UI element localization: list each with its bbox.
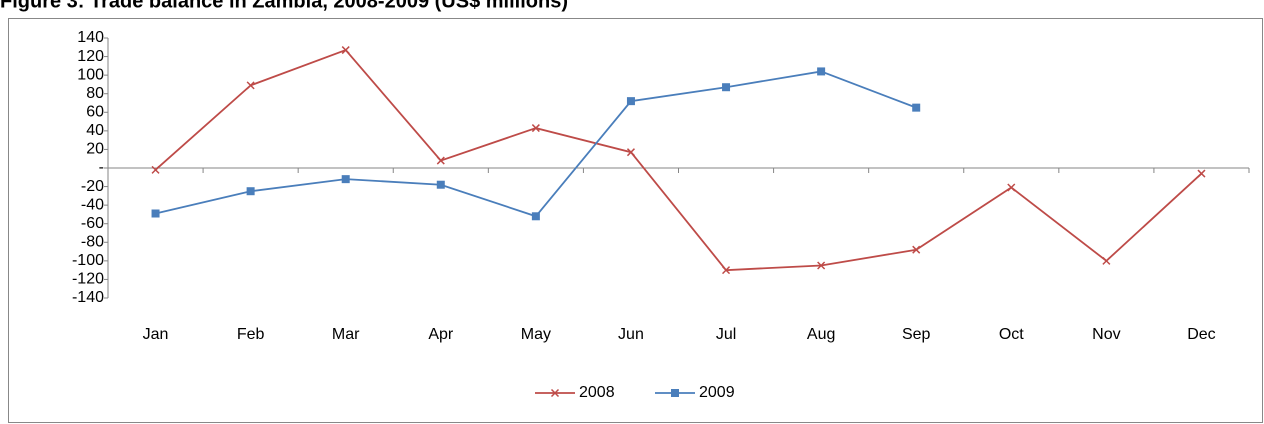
x-tick-label: May xyxy=(521,326,551,343)
x-tick-label: Nov xyxy=(1092,326,1120,343)
x-tick-label: Jun xyxy=(618,326,644,343)
marker xyxy=(550,388,560,398)
y-tick-label: -120 xyxy=(72,271,104,288)
y-tick-label: - xyxy=(99,159,104,176)
marker xyxy=(531,124,540,133)
marker xyxy=(912,103,921,112)
chart-border xyxy=(8,18,1263,423)
marker xyxy=(1102,256,1111,265)
marker xyxy=(1007,183,1016,192)
y-tick-label: -80 xyxy=(81,234,104,251)
marker xyxy=(436,156,445,165)
y-tick-label: 120 xyxy=(77,48,104,65)
chart-title: Figure 3: Trade balance in Zambia, 2008-… xyxy=(0,0,568,12)
marker xyxy=(626,97,635,106)
y-tick-label: -100 xyxy=(72,252,104,269)
y-tick-label: 140 xyxy=(77,29,104,46)
y-tick-label: -20 xyxy=(81,178,104,195)
y-tick-label: 20 xyxy=(86,141,104,158)
y-tick-label: 100 xyxy=(77,66,104,83)
y-tick-label: -60 xyxy=(81,215,104,232)
x-tick-label: Oct xyxy=(999,326,1024,343)
x-tick-label: Feb xyxy=(237,326,265,343)
marker xyxy=(436,180,445,189)
marker xyxy=(246,81,255,90)
y-tick-label: 40 xyxy=(86,122,104,139)
marker xyxy=(1197,169,1206,178)
marker xyxy=(817,261,826,270)
series-line xyxy=(154,49,1203,272)
marker xyxy=(531,212,540,221)
marker xyxy=(341,46,350,55)
marker xyxy=(671,389,679,397)
marker xyxy=(341,175,350,184)
y-tick-label: 80 xyxy=(86,85,104,102)
y-tick-label: 60 xyxy=(86,104,104,121)
marker xyxy=(151,165,160,174)
marker xyxy=(722,266,731,275)
marker xyxy=(817,67,826,76)
x-tick-label: Jan xyxy=(143,326,169,343)
series-line xyxy=(155,70,917,218)
marker xyxy=(626,148,635,157)
y-tick-label: -40 xyxy=(81,196,104,213)
marker xyxy=(722,83,731,92)
marker xyxy=(151,209,160,218)
x-tick-label: Mar xyxy=(332,326,360,343)
y-tick-label: -140 xyxy=(72,289,104,306)
marker xyxy=(912,245,921,254)
x-tick-label: Aug xyxy=(807,326,835,343)
x-tick-label: Sep xyxy=(902,326,931,343)
x-tick-label: Apr xyxy=(428,326,454,343)
legend-label: 2009 xyxy=(699,384,735,401)
x-tick-label: Jul xyxy=(716,326,736,343)
marker xyxy=(246,187,255,196)
legend-label: 2008 xyxy=(579,384,615,401)
x-tick-label: Dec xyxy=(1187,326,1215,343)
